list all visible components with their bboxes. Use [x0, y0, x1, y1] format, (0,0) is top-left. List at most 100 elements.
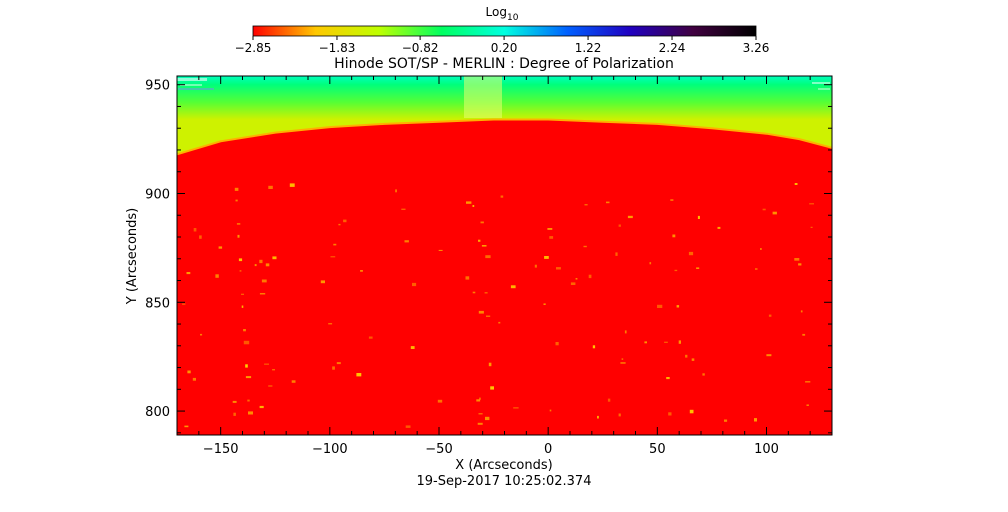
feature-speck — [488, 362, 492, 367]
feature-speck — [549, 236, 554, 239]
feature-speck — [265, 263, 270, 267]
feature-speck — [477, 422, 483, 425]
feature-speck — [689, 409, 694, 414]
feature-speck — [697, 215, 700, 219]
feature-speck — [200, 333, 203, 336]
feature-speck — [245, 364, 248, 368]
feature-speck — [624, 330, 627, 334]
feature-speck — [243, 329, 246, 332]
feature-speck — [330, 256, 336, 258]
chart-title: Hinode SOT/SP - MERLIN : Degree of Polar… — [334, 56, 674, 72]
x-tick-label: 0 — [544, 442, 552, 457]
feature-speck — [184, 425, 189, 428]
x-tick-label: −50 — [425, 442, 452, 457]
feature-speck — [657, 304, 663, 308]
y-tick-label: 850 — [145, 296, 170, 311]
feature-speck — [268, 385, 273, 387]
colorbar-tick-label: 3.26 — [743, 41, 770, 55]
colorbar-tick-label: −0.82 — [402, 41, 439, 55]
colorbar-tick-label: 2.24 — [659, 41, 686, 55]
feature-speck — [543, 303, 546, 305]
feature-speck — [544, 256, 549, 259]
colorbar-ticks: −2.85 −1.83 −0.82 0.20 1.22 2.24 3.26 — [235, 36, 770, 55]
feature-speck — [486, 315, 491, 317]
feature-speck — [239, 270, 242, 272]
feature-speck — [338, 223, 341, 226]
feature-speck — [597, 415, 599, 419]
feature-speck — [199, 235, 202, 239]
feature-speck — [328, 323, 333, 325]
colorbar-tick-label: 1.22 — [575, 41, 602, 55]
feature-speck — [513, 407, 519, 409]
feature-speck — [395, 189, 397, 193]
feature-speck — [583, 245, 587, 248]
feature-speck — [401, 208, 406, 210]
y-tick-label: 900 — [145, 187, 170, 202]
limb-edge — [177, 118, 832, 156]
feature-speck — [272, 256, 277, 260]
feature-speck — [672, 234, 676, 238]
feature-speck — [268, 185, 273, 189]
feature-speck — [238, 258, 243, 262]
feature-speck — [248, 411, 253, 415]
feature-speck — [291, 380, 296, 383]
feature-speck — [618, 413, 621, 417]
feature-speck — [472, 205, 475, 207]
feature-speck — [621, 358, 624, 360]
feature-speck — [241, 305, 244, 308]
colorbar-gradient — [252, 25, 757, 37]
feature-speck — [498, 321, 501, 324]
feature-speck — [272, 369, 275, 371]
feature-speck — [466, 201, 472, 204]
feature-speck — [259, 259, 263, 264]
feature-speck — [404, 240, 409, 243]
footer-timestamp: 19-Sep-2017 10:25:02.374 — [417, 474, 592, 489]
feature-speck — [606, 201, 610, 204]
feature-speck — [549, 409, 552, 412]
feature-speck — [627, 215, 633, 219]
feature-speck — [245, 376, 252, 379]
feature-speck — [476, 399, 481, 402]
feature-speck — [405, 425, 411, 428]
feature-speck — [760, 248, 762, 250]
feature-speck — [685, 354, 688, 358]
feature-speck — [478, 310, 484, 314]
feature-speck — [481, 245, 487, 247]
feature-speck — [247, 399, 250, 402]
feature-speck — [320, 280, 325, 284]
feature-speck — [592, 345, 596, 349]
feature-speck — [485, 416, 490, 421]
feature-speck — [556, 267, 561, 270]
feature-speck — [802, 333, 806, 336]
feature-speck — [192, 377, 196, 381]
feature-speck — [644, 341, 647, 344]
plot-area — [177, 76, 832, 435]
feature-speck — [336, 362, 341, 365]
feature-speck — [472, 291, 476, 294]
x-tick-label: 50 — [649, 442, 666, 457]
x-tick-label: −100 — [312, 442, 348, 457]
feature-speck — [233, 412, 236, 416]
feature-speck — [607, 398, 611, 402]
feature-speck — [218, 246, 223, 249]
feature-speck — [678, 340, 681, 344]
magnetic-features — [182, 183, 814, 428]
feature-speck — [259, 293, 266, 295]
feature-speck — [570, 282, 576, 285]
y-tick-label: 950 — [145, 79, 170, 94]
colorbar: Log10 −2.85 −1.83 −0.82 0.20 1.22 2.24 3.26 — [235, 5, 770, 55]
feature-speck — [241, 293, 244, 295]
solar-disk — [177, 119, 832, 435]
feature-speck — [674, 269, 678, 272]
x-tick-label: −150 — [203, 442, 239, 457]
feature-speck — [259, 405, 264, 409]
feature-speck — [264, 363, 269, 365]
colorbar-label: Log10 — [486, 5, 519, 23]
feature-speck — [289, 183, 295, 187]
feature-speck — [182, 303, 186, 305]
feature-speck — [480, 221, 484, 224]
feature-speck — [696, 267, 700, 269]
feature-speck — [805, 381, 811, 383]
feature-speck — [620, 362, 626, 364]
